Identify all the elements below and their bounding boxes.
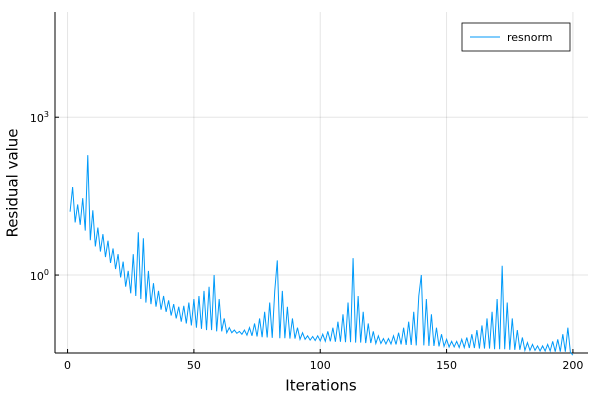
line [69, 155, 574, 356]
x-axis-label: Iterations [285, 377, 357, 395]
x-tick-label: 200 [562, 359, 583, 372]
x-tick-label: 100 [310, 359, 331, 372]
x-tick-label: 0 [64, 359, 71, 372]
x-tick-label: 50 [187, 359, 201, 372]
y-tick-label: 103 [30, 110, 49, 126]
y-axis-label: Residual value [4, 128, 22, 237]
legend-label: resnorm [507, 31, 553, 44]
x-tick-label: 150 [436, 359, 457, 372]
y-tick-label: 100 [30, 268, 49, 284]
